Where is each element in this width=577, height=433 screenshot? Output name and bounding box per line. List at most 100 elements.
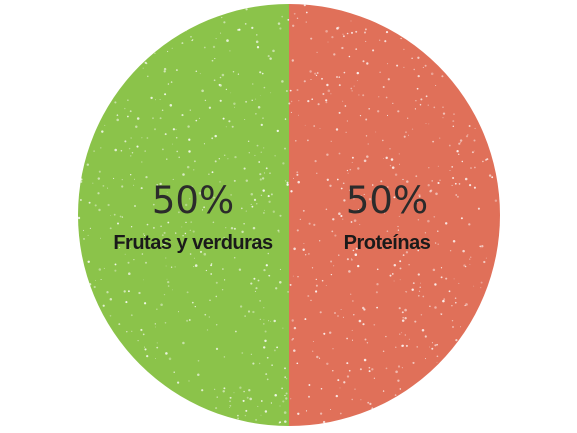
speckle-dot [276, 129, 279, 133]
speckle-dot [256, 46, 260, 49]
speckle-dot [373, 377, 376, 379]
speckle-dot [211, 137, 214, 140]
speckle-dot [351, 258, 353, 260]
speckle-dot [186, 165, 190, 169]
speckle-dot [452, 239, 456, 243]
speckle-dot [312, 340, 314, 343]
speckle-dot [334, 312, 336, 314]
speckle-dot [439, 137, 441, 139]
speckle-dot [286, 378, 288, 380]
speckle-dot [180, 209, 184, 212]
speckle-dot [222, 117, 225, 120]
speckle-dot [146, 223, 149, 226]
speckle-dot [355, 48, 358, 50]
speckle-dot [87, 234, 89, 236]
speckle-dot [98, 208, 101, 212]
speckle-dot [469, 184, 472, 187]
speckle-dot [177, 381, 180, 384]
speckle-dot [468, 223, 471, 226]
speckle-dot [357, 167, 360, 170]
speckle-dot [451, 305, 453, 307]
speckle-dot [128, 147, 131, 150]
speckle-dot [165, 257, 167, 259]
speckle-dot [448, 144, 451, 147]
speckle-dot [316, 51, 318, 54]
speckle-dot [427, 219, 430, 223]
speckle-dot [405, 344, 408, 347]
speckle-dot [109, 227, 112, 230]
speckle-dot [95, 280, 96, 281]
speckle-dot [405, 291, 408, 293]
speckle-dot [312, 350, 314, 352]
speckle-dot [270, 402, 273, 404]
speckle-dot [401, 345, 403, 347]
speckle-dot [223, 387, 226, 390]
speckle-dot [255, 238, 258, 241]
speckle-dot [114, 148, 117, 152]
speckle-dot [253, 244, 257, 247]
speckle-dot [166, 158, 168, 160]
speckle-dot [266, 356, 269, 359]
speckle-dot [421, 328, 425, 332]
speckle-dot [281, 387, 283, 390]
speckle-dot [229, 396, 232, 399]
speckle-dot [394, 173, 398, 176]
speckle-dot [387, 63, 389, 65]
speckle-dot [88, 283, 92, 286]
speckle-dot [129, 247, 131, 249]
speckle-dot [184, 232, 187, 235]
speckle-dot [116, 114, 119, 116]
speckle-dot [266, 378, 269, 381]
speckle-dot [189, 253, 192, 255]
speckle-dot [286, 181, 289, 184]
speckle-dot [311, 98, 314, 101]
speckle-dot [310, 299, 312, 302]
speckle-dot [303, 80, 306, 83]
speckle-dot [417, 249, 419, 252]
speckle-dot [342, 316, 344, 318]
speckle-dot [411, 128, 414, 130]
speckle-dot [272, 49, 275, 53]
speckle-dot [352, 210, 354, 212]
speckle-dot [242, 399, 245, 402]
speckle-dot [285, 397, 288, 400]
speckle-dot [260, 151, 262, 153]
speckle-dot [223, 242, 226, 244]
speckle-dot [163, 243, 166, 246]
speckle-dot [287, 19, 290, 21]
speckle-dot [118, 323, 121, 326]
speckle-dot [189, 198, 191, 200]
speckle-dot [285, 89, 288, 93]
speckle-dot [389, 274, 392, 277]
speckle-dot [368, 370, 371, 373]
speckle-dot [121, 185, 124, 188]
speckle-dot [448, 290, 451, 293]
speckle-dot [173, 371, 175, 373]
speckle-dot [270, 92, 272, 94]
speckle-dot [253, 198, 257, 202]
speckle-dot [193, 257, 195, 259]
speckle-dot [244, 315, 246, 317]
speckle-dot [358, 247, 361, 249]
speckle-dot [274, 155, 276, 157]
speckle-dot [346, 362, 349, 365]
speckle-dot [233, 179, 236, 182]
speckle-dot [80, 178, 83, 181]
speckle-dot [156, 183, 159, 186]
speckle-dot [210, 273, 213, 275]
speckle-dot [330, 409, 331, 410]
speckle-dot [284, 180, 287, 182]
speckle-dot [143, 234, 146, 236]
speckle-dot [263, 268, 266, 272]
speckle-dot [342, 218, 344, 220]
speckle-dot [288, 102, 291, 105]
speckle-dot [396, 64, 399, 67]
speckle-dot [401, 332, 403, 334]
speckle-dot [402, 178, 404, 181]
speckle-dot [458, 142, 461, 145]
speckle-dot [245, 8, 248, 11]
speckle-dot [460, 217, 463, 220]
speckle-dot [191, 301, 194, 304]
speckle-dot [98, 170, 101, 173]
speckle-dot [485, 158, 487, 161]
